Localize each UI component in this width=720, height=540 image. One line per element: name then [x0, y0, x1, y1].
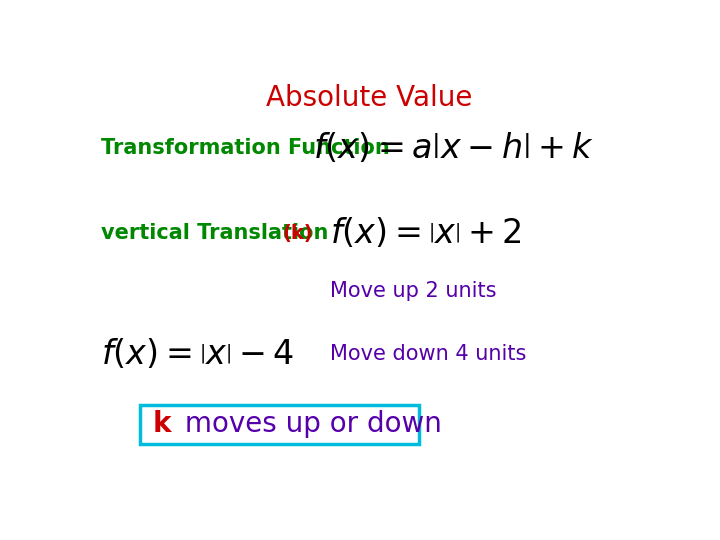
- Text: k: k: [153, 410, 171, 438]
- Text: (k): (k): [282, 224, 313, 242]
- Text: $f(x) = \left|x\right| + 2$: $f(x) = \left|x\right| + 2$: [330, 216, 522, 250]
- Text: vertical Translation: vertical Translation: [101, 223, 328, 243]
- Text: Move up 2 units: Move up 2 units: [330, 281, 497, 301]
- Text: $f(x) = \left|x\right| - 4$: $f(x) = \left|x\right| - 4$: [101, 337, 294, 371]
- Text: Move down 4 units: Move down 4 units: [330, 344, 526, 364]
- Text: Absolute Value: Absolute Value: [266, 84, 472, 112]
- Text: moves up or down: moves up or down: [176, 410, 442, 438]
- Text: $f(x) = a\left|x - h\right| + k$: $f(x) = a\left|x - h\right| + k$: [313, 131, 595, 165]
- Text: Transformation Function: Transformation Function: [101, 138, 390, 158]
- FancyBboxPatch shape: [140, 404, 419, 444]
